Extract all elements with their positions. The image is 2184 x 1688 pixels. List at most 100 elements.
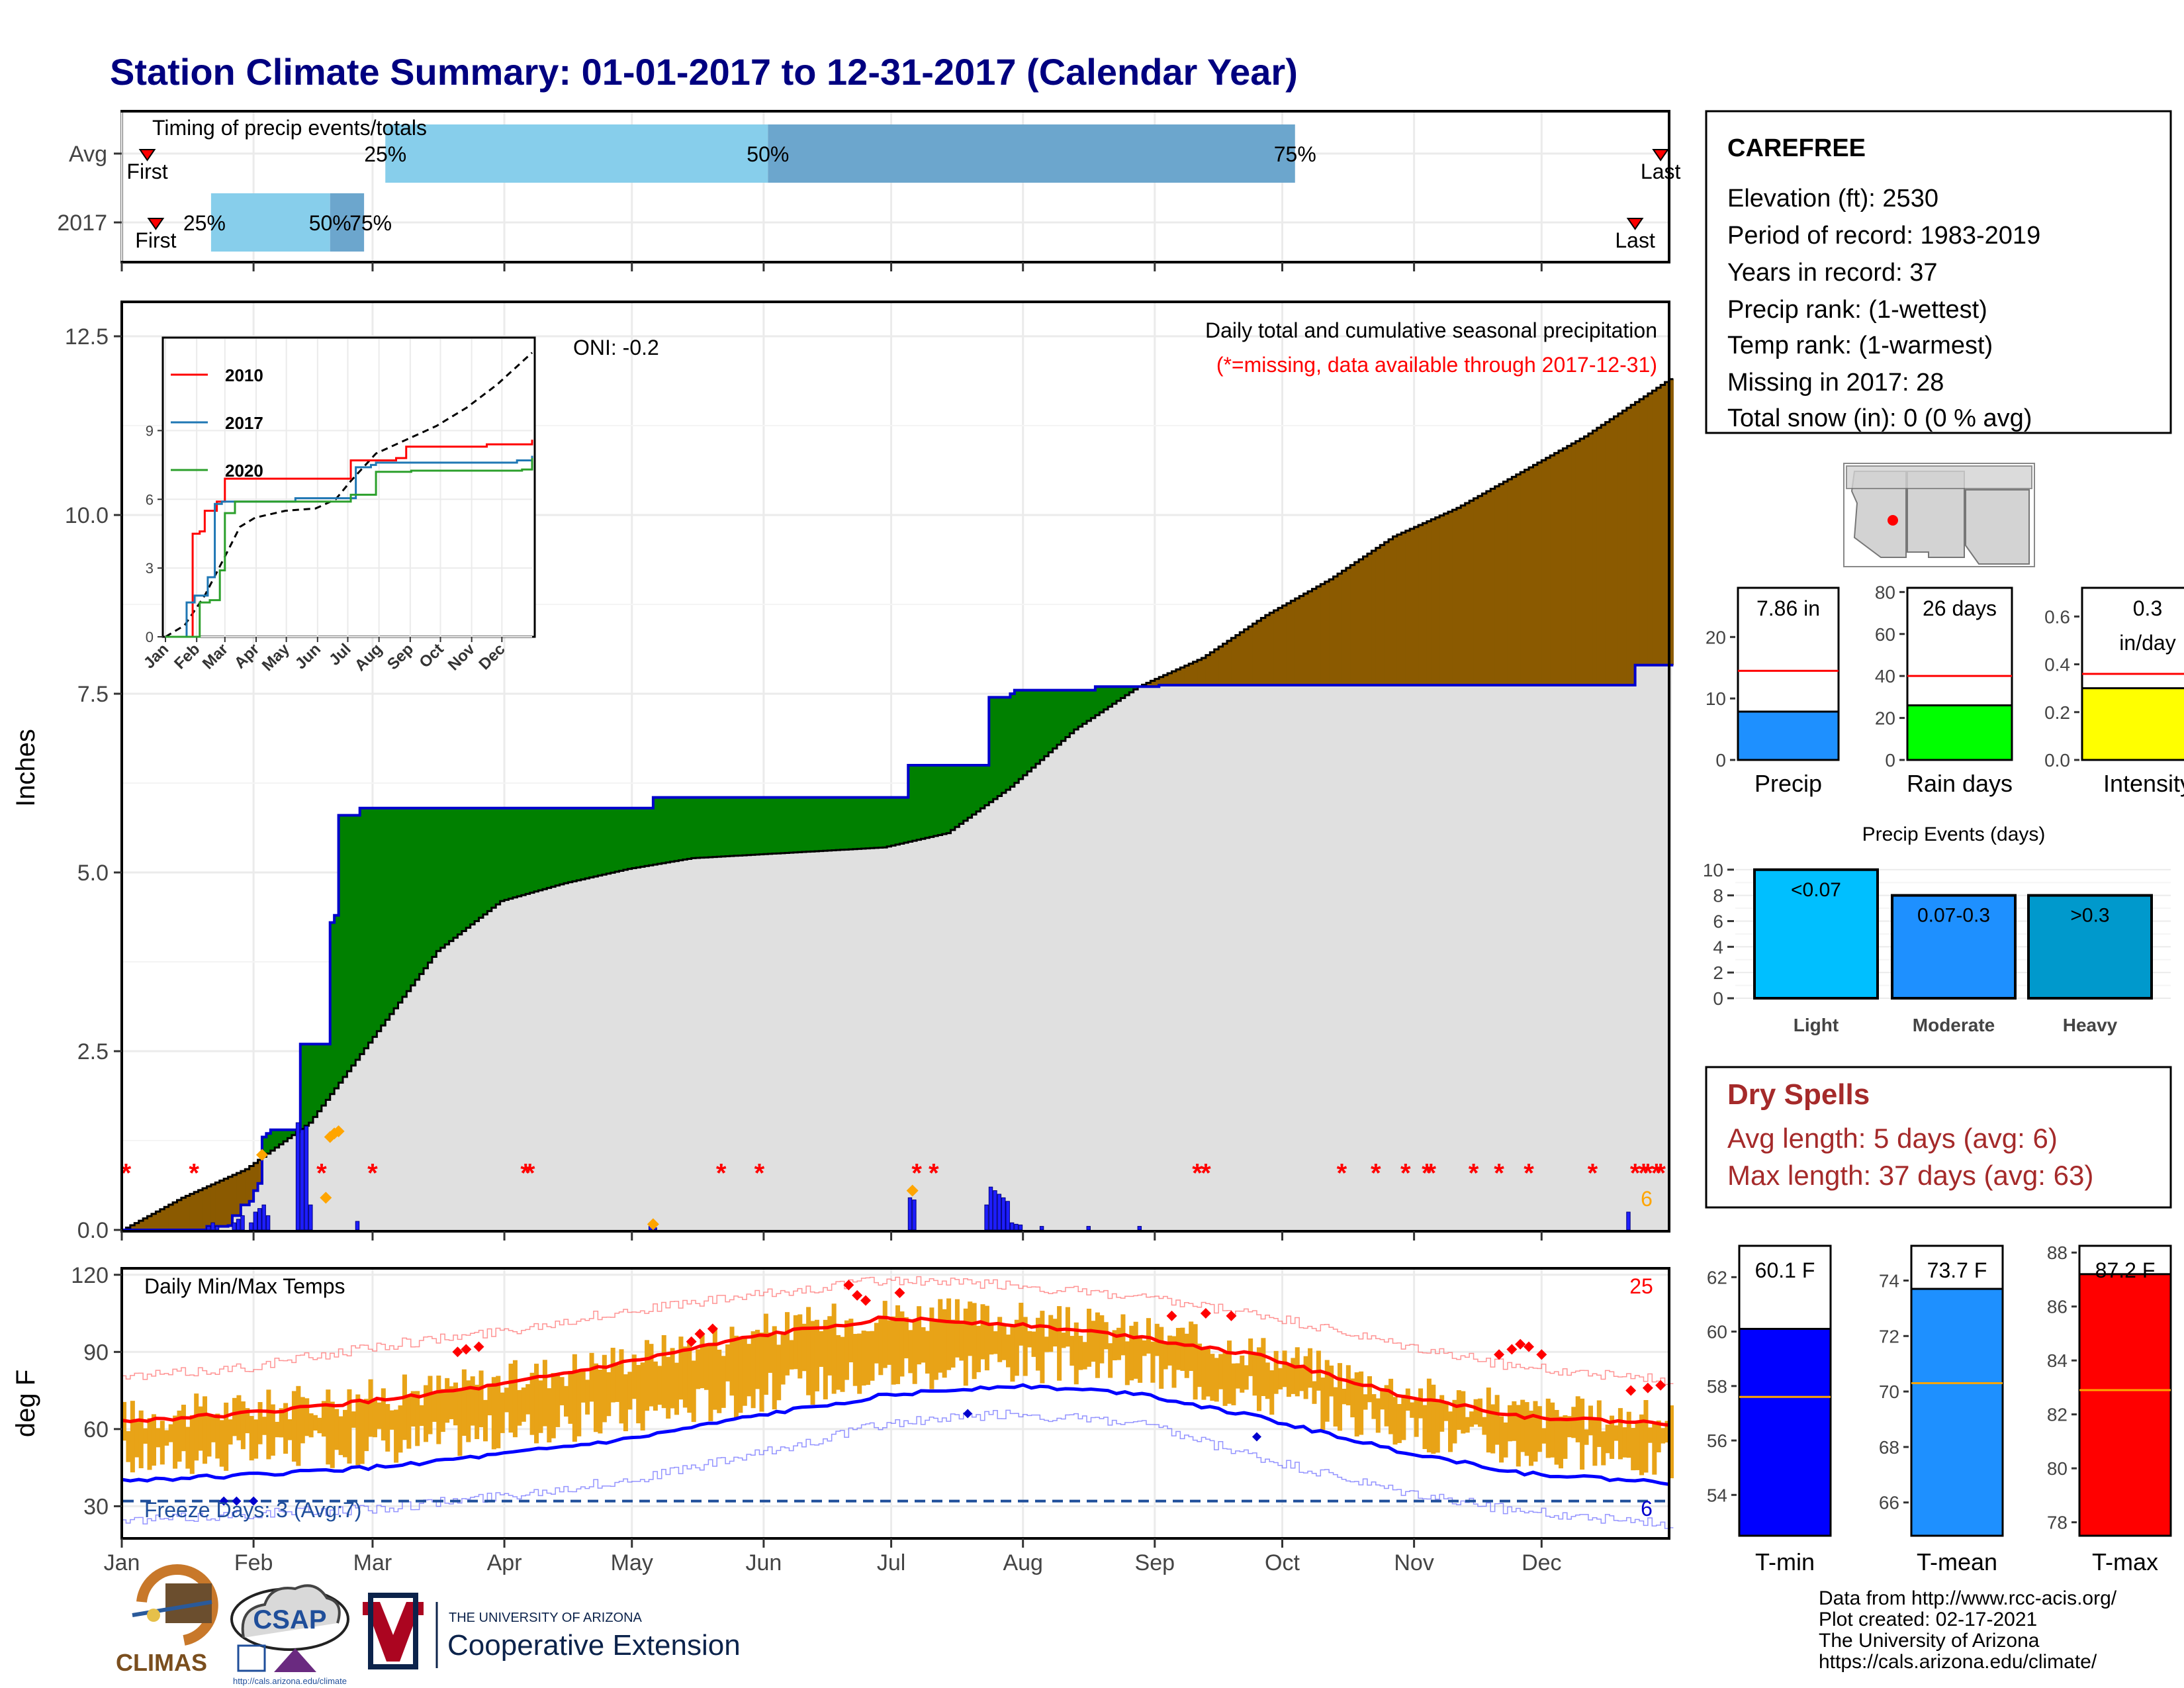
- daily-temp-bar: [1103, 1322, 1109, 1350]
- daily-temp-bar: [631, 1354, 637, 1399]
- above-avg-segment: [279, 1129, 284, 1145]
- below-avg-segment: [1550, 455, 1555, 686]
- temp-bar-y-tick-label: 66: [1879, 1493, 1899, 1513]
- daily-temp-bar: [381, 1388, 386, 1441]
- daily-temp-bar: [874, 1323, 879, 1364]
- missing-data-marker: *: [189, 1158, 199, 1188]
- daily-temp-bar: [572, 1354, 577, 1442]
- below-avg-segment: [1617, 413, 1623, 686]
- record-tmin-line: [122, 1409, 1674, 1529]
- daily-temp-bar: [1592, 1417, 1598, 1466]
- missing-data-marker: *: [316, 1158, 327, 1188]
- above-avg-segment: [308, 1044, 314, 1123]
- below-avg-segment: [1571, 444, 1576, 686]
- daily-temp-bar: [1218, 1354, 1224, 1389]
- below-avg-segment: [1244, 629, 1249, 686]
- daily-temp-bar: [1001, 1325, 1007, 1360]
- map-southwest-states: [1846, 465, 2032, 489]
- oni-label: ONI: -0.2: [573, 336, 659, 359]
- daily-temp-bar: [504, 1387, 510, 1413]
- above-avg-segment: [602, 808, 607, 875]
- above-avg-segment: [313, 1044, 318, 1117]
- above-avg-segment: [547, 808, 552, 888]
- above-avg-segment: [942, 765, 947, 835]
- missing-data-marker: *: [1588, 1158, 1598, 1188]
- daily-temp-bar: [228, 1419, 233, 1445]
- daily-temp-bar: [428, 1376, 433, 1434]
- summary-mini-bars: 0 10 20 7.86 in Precip 0 20 40 60 80 26 days Rain d…: [1706, 582, 2184, 797]
- daily-temp-bar: [615, 1365, 620, 1402]
- above-avg-segment: [461, 808, 467, 931]
- mini-bar-y-tick-label: 0.0: [2044, 750, 2070, 771]
- above-avg-segment: [814, 797, 819, 851]
- daily-temp-bar: [1448, 1411, 1453, 1452]
- daily-temp-bar: [1048, 1315, 1054, 1352]
- above-avg-segment: [1065, 690, 1070, 737]
- daily-temp-bar: [1639, 1414, 1645, 1476]
- below-avg-segment: [1443, 513, 1449, 686]
- record-high-marker: [852, 1289, 863, 1301]
- above-avg-segment: [903, 797, 909, 843]
- above-avg-segment: [275, 1129, 280, 1148]
- precip-y-tick-label: 10.0: [65, 503, 109, 528]
- inset-line-2010: [165, 440, 533, 638]
- mini-bar-y-tick-label: 20: [1706, 627, 1726, 647]
- record-high-marker: [1524, 1341, 1535, 1352]
- above-avg-segment: [891, 797, 896, 846]
- record-high-marker: [1226, 1310, 1237, 1321]
- precip-y-tick-label: 0.0: [77, 1218, 109, 1243]
- last-event-label: Last: [1615, 228, 1655, 252]
- daily-temp-bar: [589, 1352, 594, 1402]
- below-avg-segment: [1227, 641, 1232, 686]
- above-avg-segment: [512, 808, 518, 898]
- below-avg-segment: [1384, 542, 1389, 686]
- above-avg-segment: [406, 808, 412, 992]
- daily-temp-bar: [606, 1372, 612, 1417]
- mini-bar-value-text: 26 days: [1923, 596, 1997, 620]
- above-avg-segment: [704, 797, 709, 858]
- above-avg-segment: [972, 765, 977, 815]
- daily-temp-bar: [466, 1380, 471, 1442]
- daily-temp-bar: [1112, 1330, 1117, 1360]
- daily-temp-bar: [687, 1342, 692, 1413]
- events-category-label: Heavy: [2063, 1015, 2118, 1035]
- daily-temp-bar: [1308, 1348, 1313, 1388]
- daily-temp-bar: [1273, 1350, 1279, 1394]
- below-avg-segment: [1392, 536, 1398, 686]
- temp-bar-y-tick-label: 58: [1707, 1376, 1727, 1397]
- above-avg-segment: [1035, 690, 1040, 764]
- daily-temp-bar: [942, 1309, 947, 1378]
- daily-temp-bar: [1150, 1341, 1156, 1383]
- daily-temp-bar: [564, 1385, 569, 1417]
- above-avg-segment: [848, 797, 854, 850]
- daily-temp-bar: [143, 1428, 148, 1444]
- daily-temp-bar: [270, 1404, 275, 1456]
- daily-temp-bar: [440, 1389, 445, 1432]
- above-avg-segment: [381, 808, 386, 1026]
- record-low-marker: [963, 1409, 973, 1419]
- daily-precip-bar: [308, 1204, 313, 1231]
- below-avg-segment: [240, 1171, 246, 1205]
- above-avg-segment: [696, 797, 701, 859]
- daily-precip-bar: [300, 1129, 304, 1231]
- below-avg-segment: [1205, 655, 1210, 686]
- below-avg-segment: [1537, 462, 1542, 686]
- daily-temp-bar: [347, 1389, 352, 1464]
- below-avg-segment: [1452, 510, 1457, 686]
- daily-temp-bar: [1087, 1309, 1092, 1367]
- temp-bar-label: T-mean: [1917, 1548, 1997, 1575]
- daily-temp-bar: [1320, 1378, 1326, 1430]
- above-avg-segment: [453, 808, 458, 938]
- figure-title: Station Climate Summary: 01-01-2017 to 1…: [110, 51, 1298, 93]
- missing-data-marker: *: [1655, 1158, 1666, 1188]
- below-avg-segment: [1456, 508, 1461, 686]
- record-high-marker: [1625, 1385, 1637, 1396]
- daily-temp-bar: [330, 1401, 335, 1468]
- record-high-marker: [452, 1346, 463, 1358]
- missing-data-marker: *: [1371, 1158, 1381, 1188]
- above-avg-segment: [959, 765, 964, 824]
- daily-temp-bar: [619, 1349, 624, 1424]
- daily-temp-bar: [1312, 1381, 1317, 1404]
- snow-count: 6: [1641, 1187, 1653, 1211]
- temp-y-tick-label: 60: [83, 1417, 109, 1442]
